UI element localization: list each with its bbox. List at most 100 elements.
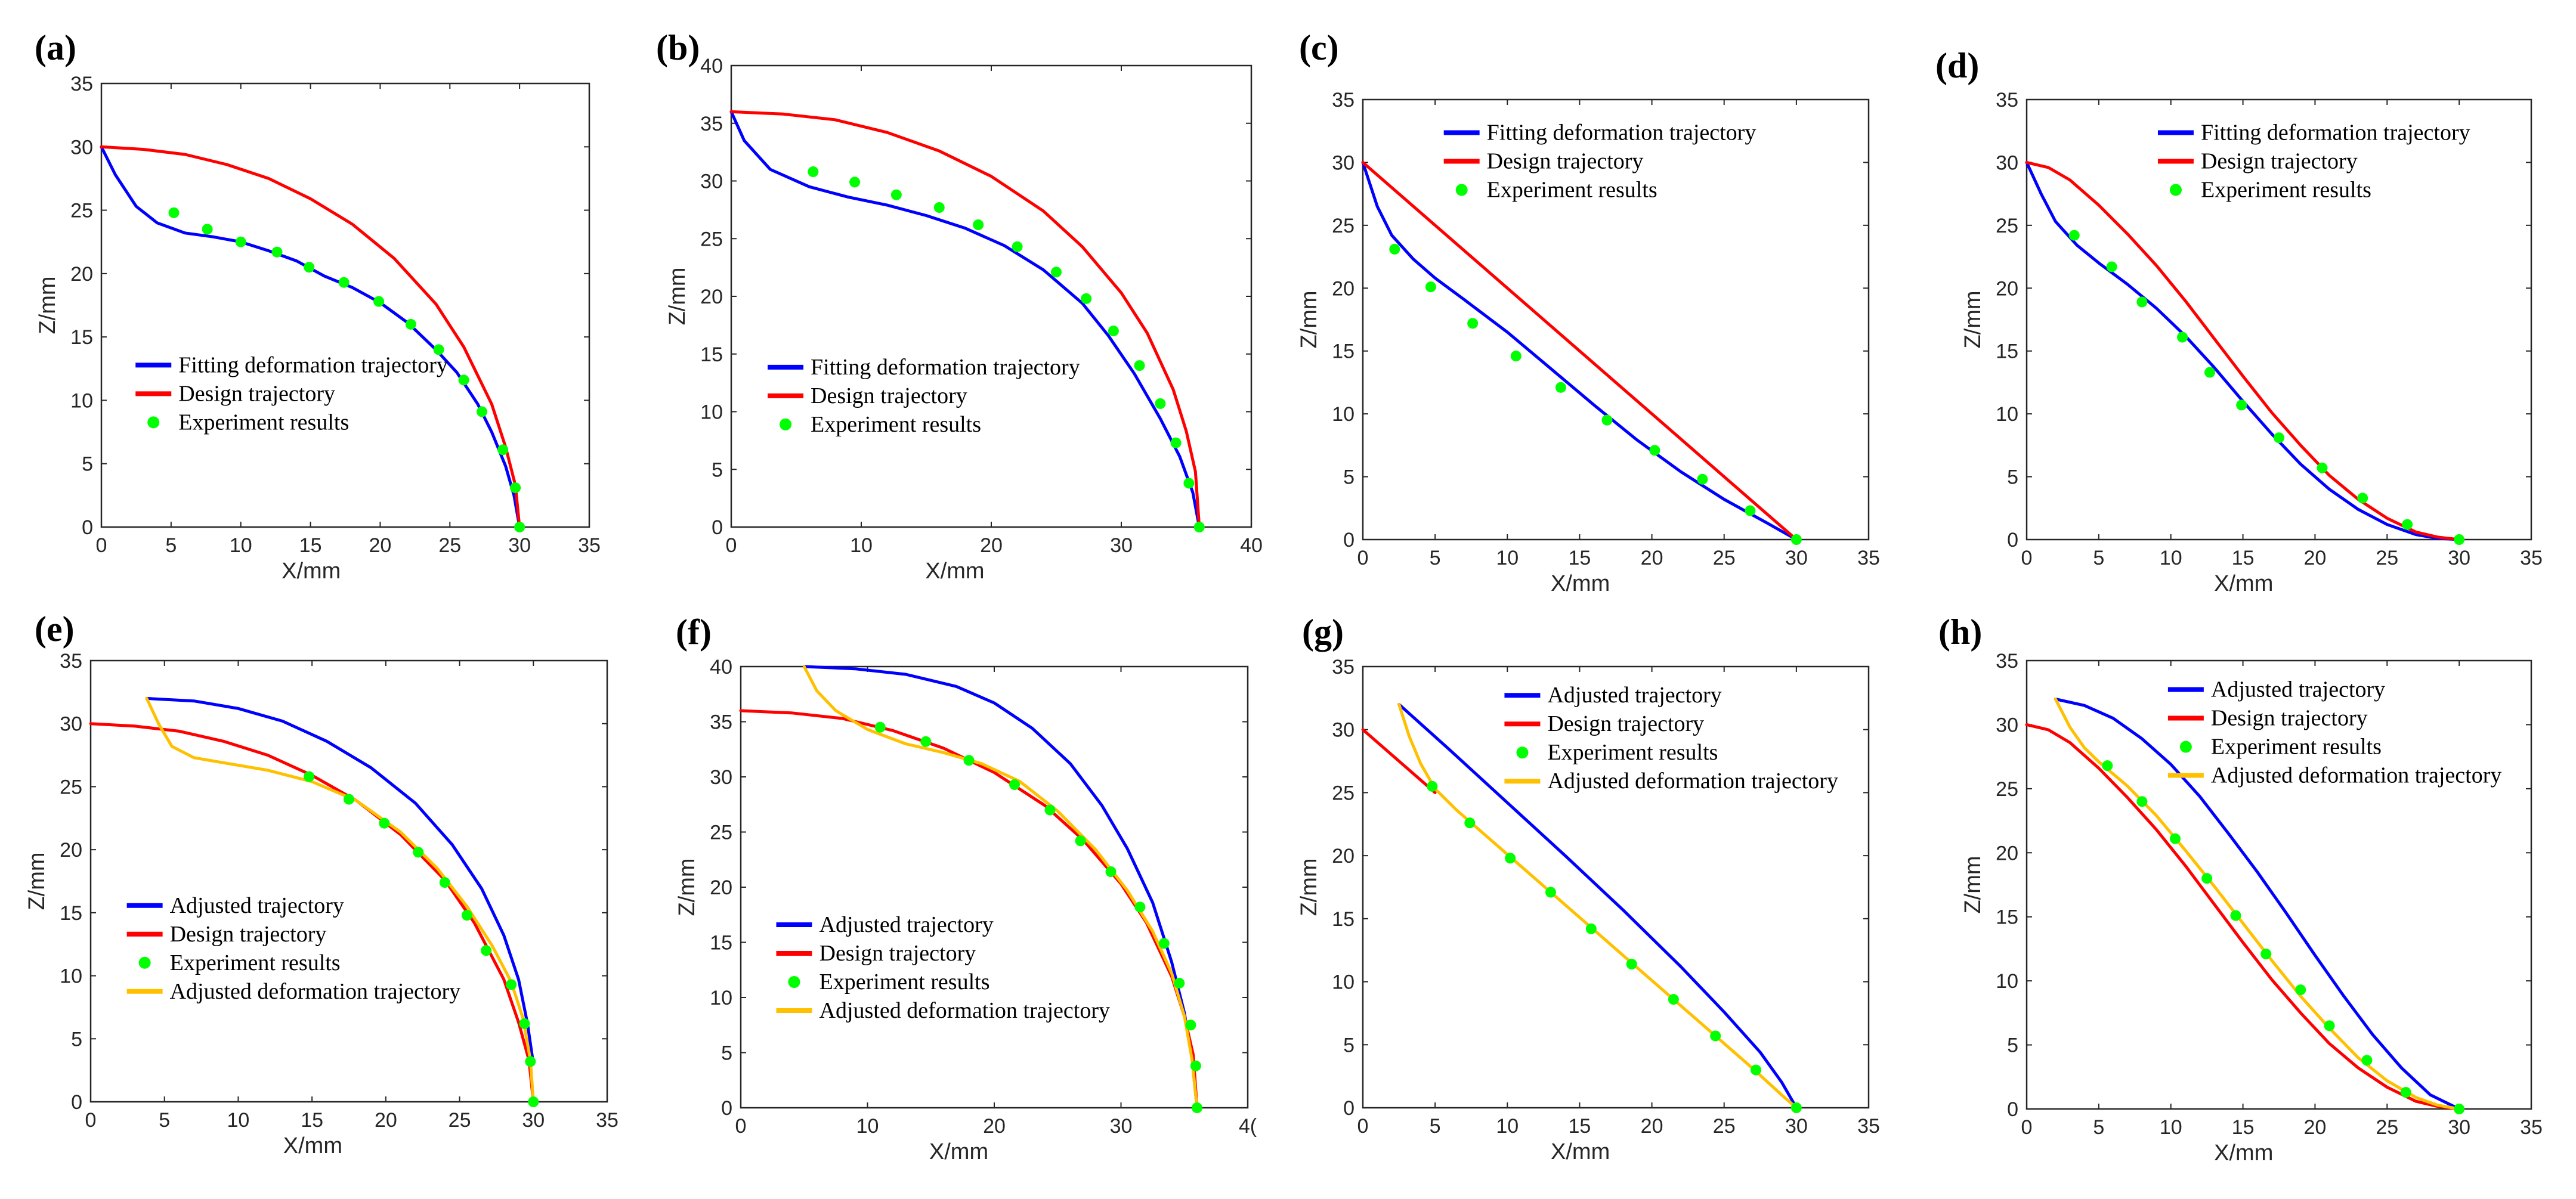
- legend-entry: Experiment results: [170, 950, 341, 975]
- series-line-design-trajectory: [1361, 160, 1798, 541]
- plot-frame: [1362, 98, 1870, 541]
- y-axis-label: Z/mm: [1960, 290, 1986, 348]
- y-tick-label: 5: [82, 453, 93, 476]
- y-tick-label: 15: [1996, 340, 2018, 363]
- legend-entry: Design trajectory: [1487, 149, 1644, 174]
- x-tick-label: 30: [2448, 547, 2470, 569]
- chart-panel-b: (b) 0 10 20 30 40 0 5 10 15 20 25 30 35 40 X/mm Z/mm Fitt…: [656, 28, 1263, 584]
- x-tick-label: 25: [2376, 1116, 2398, 1139]
- experiment-point: [1170, 437, 1182, 448]
- experiment-point: [525, 1056, 536, 1067]
- experiment-point: [2400, 1087, 2411, 1098]
- x-tick-label: 35: [596, 1109, 619, 1132]
- experiment-point: [1081, 293, 1092, 304]
- experiment-point: [1745, 505, 1756, 516]
- experiment-point: [2230, 910, 2241, 921]
- x-tick-label: 0: [96, 534, 107, 557]
- y-tick-label: 40: [700, 55, 723, 78]
- legend: Fitting deformation trajectory Design tra…: [768, 355, 1080, 437]
- y-tick-label: 15: [700, 343, 723, 366]
- y-axis-label: Z/mm: [35, 276, 60, 334]
- legend: Fitting deformation trajectory Design tra…: [135, 352, 448, 435]
- y-tick-label: 15: [1996, 906, 2018, 929]
- experiment-point: [439, 877, 450, 888]
- y-tick-label: 25: [70, 200, 93, 222]
- experiment-point: [405, 318, 416, 330]
- experiment-point: [1155, 398, 1166, 409]
- experiment-point: [1790, 534, 1802, 545]
- legend-entry: Adjusted trajectory: [1547, 683, 1721, 708]
- legend-entry: Adjusted trajectory: [170, 893, 344, 918]
- y-tick-label: 30: [70, 136, 93, 159]
- legend-entry: Experiment results: [178, 410, 349, 435]
- panel-label: (a): [35, 28, 76, 67]
- legend: Adjusted trajectory Design trajectory Expe…: [1504, 683, 1838, 794]
- legend-entry: Design trajectory: [1547, 711, 1704, 736]
- y-axis-label: Z/mm: [675, 858, 700, 916]
- y-tick-label: 25: [1996, 215, 2018, 237]
- series-line-fitting-deformation-trajectory: [100, 145, 521, 529]
- x-tick-label: 20: [2304, 1116, 2327, 1139]
- x-tick-label: 20: [2304, 547, 2327, 569]
- x-tick-label: 0: [1357, 1115, 1369, 1138]
- experiment-point: [2274, 432, 2284, 444]
- experiment-point: [1158, 938, 1170, 949]
- y-tick-label: 35: [1996, 650, 2018, 673]
- y-tick-label: 0: [1343, 1097, 1355, 1120]
- experiment-point: [1545, 887, 1556, 898]
- y-tick-label: 20: [1996, 842, 2018, 865]
- experiment-point: [1134, 901, 1146, 913]
- experiment-point: [1190, 1060, 1201, 1071]
- experiment-point: [2068, 230, 2080, 241]
- y-tick-label: 30: [700, 171, 723, 193]
- y-tick-label: 20: [60, 839, 82, 862]
- experiment-point: [1183, 478, 1195, 489]
- x-tick-label: 25: [1713, 1115, 1736, 1138]
- experiment-point: [497, 444, 509, 456]
- x-tick-label: 35: [578, 534, 601, 557]
- y-tick-label: 25: [1332, 782, 1355, 804]
- experiment-point: [461, 910, 472, 921]
- y-tick-label: 30: [1332, 151, 1355, 174]
- experiment-point: [1585, 923, 1597, 934]
- experiment-point: [2106, 261, 2117, 272]
- panel-label: (g): [1302, 612, 1344, 652]
- y-tick-label: 30: [1332, 719, 1355, 742]
- legend-entry: Design trajectory: [2201, 149, 2358, 174]
- series-line-design-trajectory: [2025, 160, 2461, 541]
- experiment-point: [2402, 519, 2413, 530]
- experiment-point: [344, 794, 354, 805]
- experiment-point: [973, 219, 984, 231]
- legend-swatch: [788, 976, 800, 988]
- experiment-point: [849, 176, 861, 188]
- x-axis-label: X/mm: [2214, 571, 2273, 596]
- x-tick-label: 0: [1357, 547, 1369, 569]
- y-tick-label: 10: [1332, 971, 1355, 994]
- y-tick-label: 25: [1996, 778, 2018, 801]
- y-tick-label: 20: [1332, 845, 1355, 868]
- experiment-point: [2260, 949, 2272, 960]
- experiment-point: [2361, 1055, 2373, 1066]
- y-tick-label: 25: [710, 822, 732, 844]
- legend-entry: Experiment results: [1547, 740, 1718, 765]
- x-tick-label: 20: [375, 1109, 397, 1132]
- x-tick-label: 0: [2021, 1116, 2033, 1139]
- y-tick-label: 15: [70, 326, 93, 349]
- y-tick-label: 35: [1996, 89, 2018, 111]
- chart-panel-e: (e) 0 5 10 15 20 25 30 35 0 5 10 15 20 25 30 35 X/mm Z/mm A…: [24, 609, 619, 1158]
- y-tick-label: 10: [700, 401, 723, 424]
- y-tick-label: 20: [710, 876, 732, 899]
- plot-frame: [740, 665, 1249, 1109]
- x-tick-label: 0: [85, 1109, 97, 1132]
- y-tick-label: 15: [1332, 908, 1355, 931]
- series-line-fitting-deformation-trajectory: [2025, 160, 2461, 541]
- legend-entry: Design trajectory: [2211, 706, 2368, 731]
- legend-entry: Fitting deformation trajectory: [1487, 120, 1756, 145]
- experiment-point: [874, 721, 886, 733]
- x-tick-label: 30: [1785, 1115, 1808, 1138]
- x-axis-label: X/mm: [1551, 1139, 1610, 1164]
- experiment-point: [514, 522, 525, 532]
- experiment-point: [1427, 780, 1438, 792]
- x-tick-label: 5: [1430, 547, 1441, 569]
- experiment-point: [2136, 296, 2148, 308]
